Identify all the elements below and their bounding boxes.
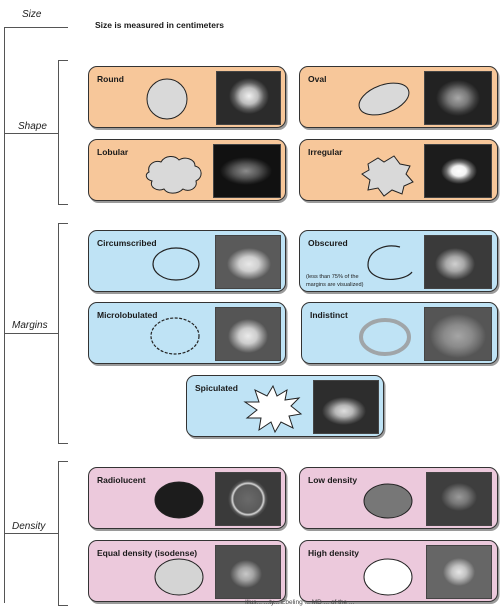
density-divider — [4, 533, 58, 534]
size-description: Size is measured in centimeters — [95, 20, 224, 30]
shape-card-lobular: Lobular — [88, 139, 286, 201]
mammogram-image — [215, 235, 281, 289]
card-title: Obscured — [308, 238, 348, 248]
card-title: Radiolucent — [97, 475, 146, 485]
shape-card-irregular: Irregular — [299, 139, 498, 201]
equal-density-icon — [154, 558, 204, 596]
shape-bracket-bottom — [58, 204, 68, 205]
margins-divider — [4, 333, 58, 334]
card-title: Spiculated — [195, 383, 238, 393]
card-title: Oval — [308, 74, 327, 84]
margins-bracket-bottom — [58, 443, 68, 444]
mammogram-image — [424, 144, 492, 198]
card-title: Circumscribed — [97, 238, 157, 248]
shape-card-oval: Oval — [299, 66, 498, 128]
section-label-shape: Shape — [18, 121, 47, 132]
shape-bracket — [58, 60, 59, 205]
card-title: Microlobulated — [97, 310, 158, 320]
size-divider — [4, 27, 68, 28]
card-title: Equal density (isodense) — [97, 548, 198, 558]
density-card-low: Low density — [299, 467, 498, 529]
mammogram-image — [216, 71, 281, 125]
irregular-shape-icon — [361, 155, 414, 197]
card-title: Round — [97, 74, 124, 84]
circumscribed-margin-icon — [152, 247, 200, 281]
card-title: Indistinct — [310, 310, 348, 320]
shape-card-round: Round — [88, 66, 286, 128]
density-bracket-bottom — [58, 605, 68, 606]
margins-card-circumscribed: Circumscribed — [88, 230, 286, 292]
round-shape-icon — [146, 78, 188, 120]
section-label-size: Size — [22, 9, 42, 20]
lobular-shape-icon — [145, 156, 202, 194]
card-title: High density — [308, 548, 360, 558]
high-density-icon — [363, 558, 413, 596]
mammogram-image — [424, 235, 492, 289]
shape-divider — [4, 133, 58, 134]
radiolucent-density-icon — [154, 481, 204, 519]
low-density-icon — [363, 483, 413, 519]
density-card-equal: Equal density (isodense) — [88, 540, 286, 602]
margins-bracket — [58, 223, 59, 443]
section-label-density: Density — [12, 521, 46, 532]
card-title: Irregular — [308, 147, 343, 157]
card-title: Low density — [308, 475, 358, 485]
obscured-margin-icon — [367, 245, 413, 280]
obscured-note: (less than 75% of the margins are visual… — [306, 273, 364, 289]
section-label-margins: Margins — [12, 320, 48, 331]
indistinct-margin-icon — [359, 318, 411, 356]
spiculated-margin-icon — [243, 384, 303, 434]
mammogram-image — [424, 71, 492, 125]
density-card-high: High density — [299, 540, 498, 602]
obscured-note-line-1: (less than 75% of the — [306, 274, 359, 280]
margins-card-obscured: Obscured (less than 75% of the margins a… — [299, 230, 498, 292]
mammogram-image — [426, 545, 492, 599]
mammogram-image — [426, 472, 492, 526]
left-spine — [4, 27, 5, 603]
density-card-radiolucent: Radiolucent — [88, 467, 286, 529]
margins-card-spiculated: Spiculated — [186, 375, 384, 437]
microlobulated-margin-icon — [150, 317, 200, 355]
mammogram-image — [215, 472, 281, 526]
margins-card-indistinct: Indistinct — [301, 302, 498, 364]
oval-shape-icon — [358, 82, 410, 116]
illustration-credit: Illus... ...ty... Ebeling ... MD ... of … — [245, 599, 355, 606]
card-title: Lobular — [97, 147, 129, 157]
mammogram-image — [215, 545, 281, 599]
density-bracket — [58, 461, 59, 606]
margins-card-microlobulated: Microlobulated — [88, 302, 286, 364]
mammogram-image — [213, 144, 281, 198]
density-bracket-top — [58, 461, 68, 462]
mammogram-image — [215, 307, 281, 361]
mammogram-image — [424, 307, 492, 361]
mammogram-image — [313, 380, 379, 434]
shape-bracket-top — [58, 60, 68, 61]
obscured-note-line-2: margins are visualized) — [306, 282, 364, 288]
margins-bracket-top — [58, 223, 68, 224]
